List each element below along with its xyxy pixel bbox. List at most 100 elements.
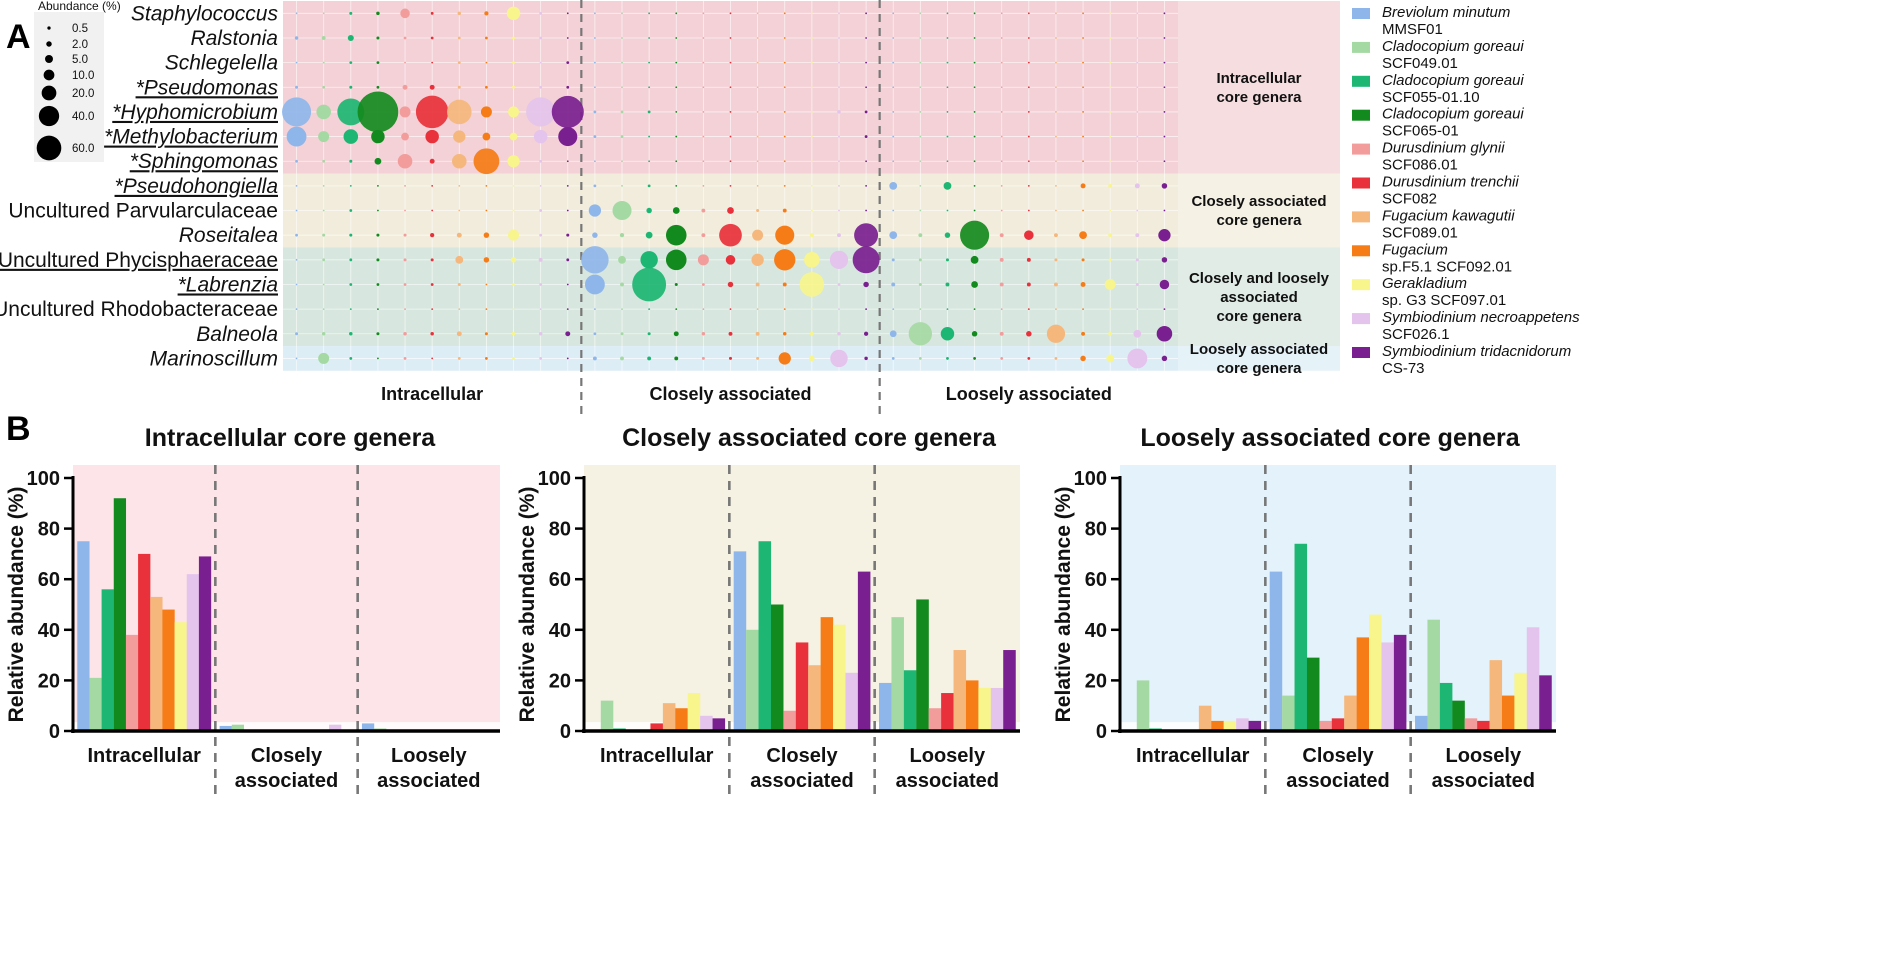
bubble-closely-associated-r1-s3	[675, 37, 678, 39]
bubble-intracellular-r12-s9	[539, 308, 542, 311]
bubble-closely-associated-r12-s5	[729, 308, 732, 311]
bubble-loosely-associated-r0-s7	[1082, 12, 1084, 15]
bubble-intracellular-r10-s7	[483, 257, 490, 263]
genus-labels: StaphylococcusRalstoniaSchlegelella*Pseu…	[0, 2, 278, 370]
bubble-intracellular-r3-s3	[376, 85, 380, 89]
y-tick-label-1-2: 40	[549, 620, 571, 642]
species-strain-2: SCF055-01.10	[1382, 89, 1480, 106]
x-group-label-0-1-0: Closely	[251, 745, 323, 767]
bar-1-intracellular-s5	[650, 723, 663, 731]
bubble-loosely-associated-r3-s4	[1000, 86, 1003, 89]
bubble-intracellular-r10-s5	[430, 258, 434, 262]
bubble-intracellular-r2-s1	[322, 61, 325, 64]
bar-2-intracellular-s1	[1136, 680, 1150, 731]
bubble-closely-associated-r6-s3	[675, 160, 678, 163]
bubble-loosely-associated-r0-s8	[1109, 12, 1112, 15]
bubble-intracellular-r3-s6	[457, 85, 461, 89]
bar-2-loosely-associated-s10	[1539, 675, 1552, 731]
bubble-closely-associated-r2-s10	[865, 61, 868, 64]
bubble-closely-associated-r6-s2	[648, 160, 651, 163]
bubble-loosely-associated-r8-s5	[1027, 209, 1030, 212]
bubble-intracellular-r6-s0	[295, 159, 298, 163]
bubble-closely-associated-r2-s1	[621, 61, 623, 64]
bar-chart-title-1: Closely associated core genera	[622, 424, 997, 452]
bubble-closely-associated-r4-s3	[675, 111, 678, 113]
bubble-intracellular-r4-s3	[357, 91, 399, 133]
group-label-3-line-1: core genera	[1216, 360, 1302, 377]
bubble-loosely-associated-r5-s5	[1027, 135, 1030, 138]
bubble-closely-associated-r0-s10	[865, 12, 868, 15]
bubble-closely-associated-r7-s0	[593, 184, 597, 188]
species-swatch-8	[1352, 279, 1370, 291]
bubble-loosely-associated-r5-s4	[1000, 135, 1003, 138]
bubble-closely-associated-r5-s7	[783, 135, 786, 138]
bubble-loosely-associated-r1-s10	[1163, 37, 1166, 39]
bubble-intracellular-r0-s7	[484, 11, 489, 16]
bubble-intracellular-r8-s10	[566, 209, 569, 212]
bubble-intracellular-r7-s5	[431, 184, 434, 187]
bubble-intracellular-r2-s9	[539, 61, 542, 64]
bubble-loosely-associated-r3-s1	[919, 86, 922, 89]
y-tick-label-2-0: 0	[1096, 721, 1107, 743]
bubble-closely-associated-r7-s5	[729, 184, 732, 187]
bubble-closely-associated-r7-s4	[702, 184, 705, 187]
bubble-closely-associated-r11-s4	[701, 283, 705, 286]
y-tick-label-1-5: 100	[538, 468, 571, 490]
group-label-1-line-0: Closely associated	[1191, 193, 1326, 210]
bubble-closely-associated-r4-s6	[756, 111, 759, 113]
bubble-intracellular-r2-s8	[512, 61, 515, 65]
bubble-closely-associated-r13-s2	[647, 332, 651, 336]
species-swatch-5	[1352, 177, 1370, 189]
bubble-closely-associated-r4-s10	[864, 110, 868, 114]
bubble-closely-associated-r6-s0	[593, 160, 596, 163]
bubble-intracellular-r13-s1	[321, 332, 326, 336]
bar-2-intracellular-s8	[1223, 720, 1237, 731]
bar-2-closely-associated-s3	[1306, 657, 1320, 731]
bubble-intracellular-r12-s2	[349, 308, 352, 311]
bubble-loosely-associated-r3-s9	[1136, 86, 1139, 89]
bubble-intracellular-r12-s7	[485, 308, 488, 311]
bar-1-loosely-associated-s1	[891, 617, 904, 731]
bubble-loosely-associated-r7-s10	[1161, 183, 1168, 189]
bubble-closely-associated-r14-s6	[756, 356, 760, 360]
bar-2-closely-associated-s8	[1369, 614, 1382, 731]
bar-1-closely-associated-s5	[795, 642, 809, 731]
bubble-intracellular-r0-s0	[295, 12, 298, 15]
bubble-intracellular-r14-s8	[512, 357, 515, 360]
bubble-loosely-associated-r12-s0	[892, 308, 895, 311]
bar-0-intracellular-s4	[125, 634, 139, 731]
bubble-loosely-associated-r7-s9	[1134, 183, 1140, 189]
bubble-loosely-associated-r8-s6	[1055, 209, 1057, 212]
bubble-closely-associated-r5-s6	[756, 135, 759, 138]
bubble-loosely-associated-r8-s7	[1082, 209, 1084, 212]
bar-2-closely-associated-s4	[1319, 720, 1332, 731]
bubble-closely-associated-r1-s9	[838, 37, 840, 39]
bubble-intracellular-r1-s8	[512, 36, 516, 40]
bubble-intracellular-r7-s8	[512, 184, 515, 187]
bubble-loosely-associated-r3-s3	[973, 86, 976, 89]
baseline-band-0	[73, 722, 500, 731]
bubble-legend-dot-5	[38, 105, 60, 127]
bubble-intracellular-r9-s8	[508, 229, 520, 241]
y-tick-label-0-3: 60	[38, 569, 60, 591]
bar-2-closely-associated-s6	[1344, 695, 1357, 731]
bubble-closely-associated-r12-s8	[810, 308, 813, 311]
bubble-intracellular-r9-s1	[322, 233, 326, 237]
bar-1-loosely-associated-s8	[978, 687, 991, 731]
bubble-intracellular-r1-s5	[430, 36, 434, 40]
bubble-closely-associated-r5-s4	[702, 135, 705, 138]
bubble-intracellular-r10-s3	[376, 258, 380, 262]
bubble-loosely-associated-r12-s6	[1055, 308, 1057, 311]
bubble-intracellular-r5-s1	[318, 131, 330, 143]
bubble-loosely-associated-r1-s6	[1055, 37, 1057, 39]
bubble-legend-label-3: 10.0	[72, 70, 94, 82]
bubble-intracellular-r5-s6	[453, 130, 466, 143]
bubble-closely-associated-r8-s6	[756, 209, 760, 213]
bubble-loosely-associated-r12-s3	[973, 308, 976, 311]
bubble-closely-associated-r12-s4	[702, 308, 705, 311]
bubble-intracellular-r11-s0	[295, 283, 298, 286]
bubble-legend-label-0: 0.5	[72, 23, 88, 35]
species-swatch-2	[1352, 75, 1370, 87]
y-axis-label-2: Relative abundance (%)	[1052, 487, 1075, 723]
bubble-closely-associated-r14-s7	[778, 352, 791, 365]
